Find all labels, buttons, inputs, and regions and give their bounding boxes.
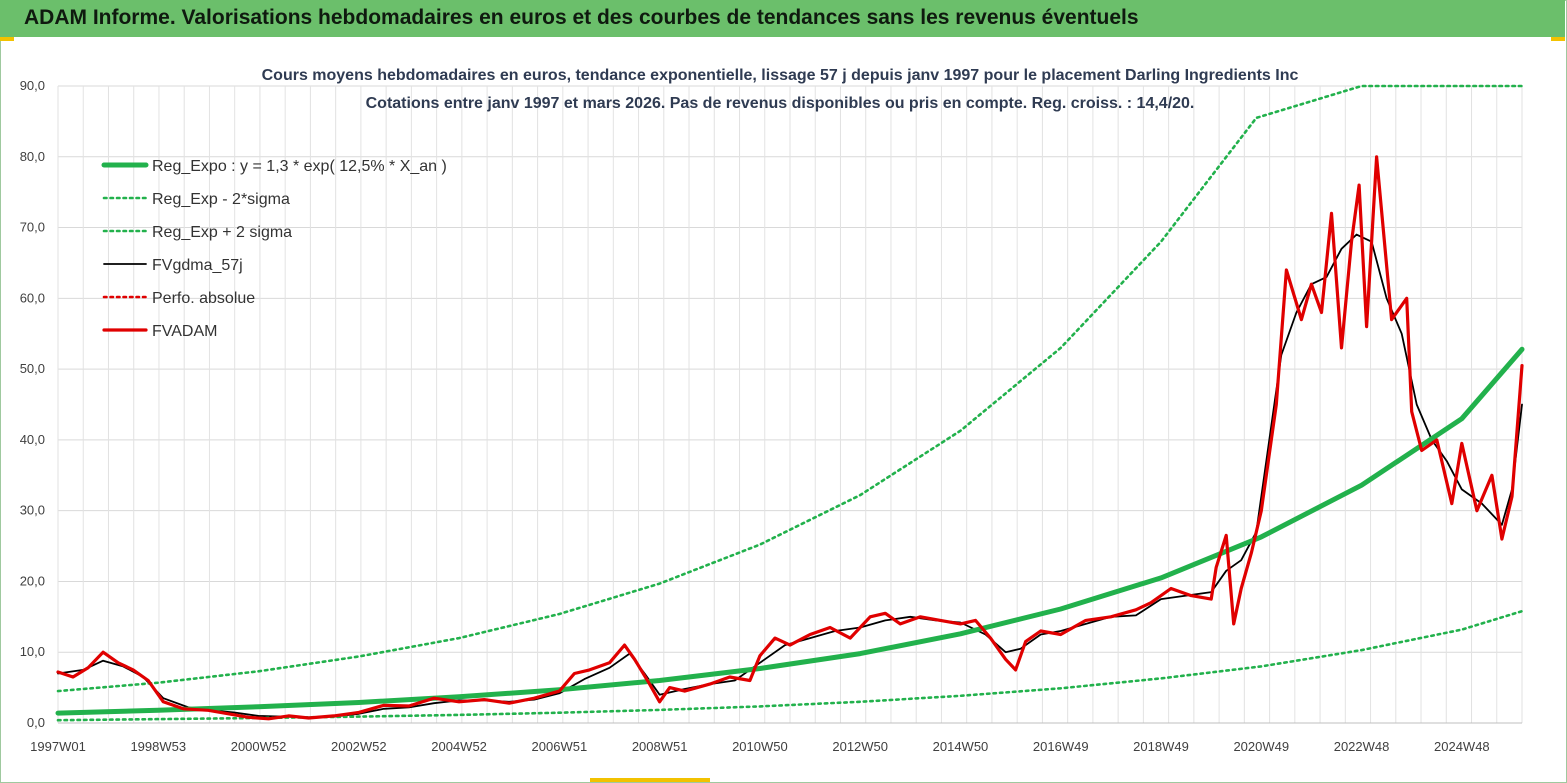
legend-label: FVgdma_57j <box>152 257 243 274</box>
y-tick-label: 0,0 <box>27 715 45 730</box>
legend-label: Reg_Expo : y = 1,3 * exp( 12,5% * X_an ) <box>152 158 447 175</box>
y-tick-label: 20,0 <box>20 573 45 588</box>
x-tick-label: 2010W50 <box>732 739 788 754</box>
x-tick-label: 2004W52 <box>431 739 487 754</box>
x-tick-label: 2008W51 <box>632 739 688 754</box>
series-line-0 <box>55 346 1525 716</box>
y-tick-label: 80,0 <box>20 149 45 164</box>
x-tick-label: 2006W51 <box>532 739 588 754</box>
y-tick-label: 60,0 <box>20 290 45 305</box>
chart-series <box>55 84 1525 722</box>
x-tick-label: 2012W50 <box>832 739 888 754</box>
y-tick-label: 40,0 <box>20 432 45 447</box>
legend-label: Perfo. absolue <box>152 290 255 307</box>
accent-bar-left <box>0 37 14 41</box>
x-tick-label: 2020W49 <box>1233 739 1289 754</box>
x-tick-label: 2022W48 <box>1334 739 1390 754</box>
chart-subtitle: Cotations entre janv 1997 et mars 2026. … <box>366 95 1195 112</box>
x-tick-label: 1998W53 <box>130 739 186 754</box>
chart-legend: Reg_Expo : y = 1,3 * exp( 12,5% * X_an )… <box>101 158 447 340</box>
x-tick-label: 1997W01 <box>30 739 86 754</box>
y-tick-label: 90,0 <box>20 78 45 93</box>
legend-label: Reg_Exp - 2*sigma <box>152 191 290 208</box>
y-tick-label: 10,0 <box>20 644 45 659</box>
accent-bar-bottom <box>590 778 710 782</box>
series-line-5 <box>56 155 1524 721</box>
y-tick-label: 70,0 <box>20 220 45 235</box>
x-tick-label: 2014W50 <box>933 739 989 754</box>
x-tick-label: 2016W49 <box>1033 739 1089 754</box>
x-tick-label: 2018W49 <box>1133 739 1189 754</box>
y-tick-label: 30,0 <box>20 503 45 518</box>
chart-grid <box>57 85 1523 724</box>
legend-label: Reg_Exp + 2 sigma <box>152 224 292 241</box>
chart-axis-ticks: 0,0 10,0 20,0 30,0 40,0 50,0 60,0 70,0 80,0 90,0 1… <box>20 78 1490 754</box>
legend-label: FVADAM <box>152 323 217 340</box>
chart-title: Cours moyens hebdomadaires en euros, ten… <box>262 67 1299 84</box>
x-tick-label: 2024W48 <box>1434 739 1490 754</box>
header-banner: ADAM Informe. Valorisations hebdomadaire… <box>0 0 1565 37</box>
accent-bar-right <box>1551 37 1565 41</box>
page-title: ADAM Informe. Valorisations hebdomadaire… <box>24 6 1139 29</box>
x-tick-label: 2000W52 <box>231 739 287 754</box>
x-tick-label: 2002W52 <box>331 739 387 754</box>
series-line-2 <box>56 84 1524 693</box>
y-tick-label: 50,0 <box>20 361 45 376</box>
